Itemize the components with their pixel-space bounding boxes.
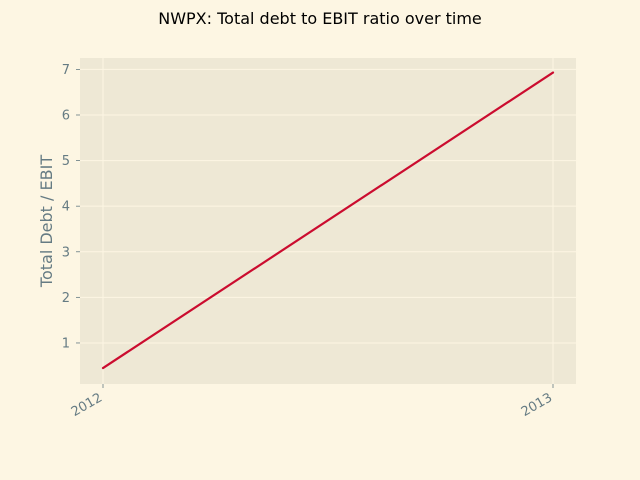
y-axis-title: Total Debt / EBIT [37,155,56,288]
y-tick-label: 2 [62,291,70,306]
chart-title: NWPX: Total debt to EBIT ratio over time [158,9,482,28]
y-tick-label: 6 [62,108,70,123]
y-tick-label: 5 [62,154,70,169]
x-tick-label: 2012 [69,390,105,420]
series-layer [101,71,555,370]
y-tick-label: 1 [62,336,70,351]
grid-lines [80,58,576,384]
x-tick-label: 2013 [519,390,555,420]
series-line [101,71,555,370]
x-axis: 2012 2013 [69,384,555,420]
y-tick-label: 3 [62,245,70,260]
y-tick-label: 4 [62,200,70,215]
y-axis: 1 2 3 4 5 6 7 [62,63,80,351]
y-tick-label: 7 [62,63,70,78]
